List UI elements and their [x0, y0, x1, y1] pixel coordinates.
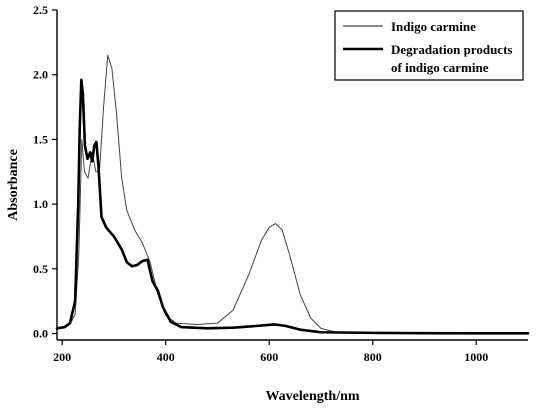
y-tick-label: 1.5 [33, 132, 48, 146]
legend: Indigo carmine Degradation products of i… [334, 10, 524, 81]
x-tick-label: 800 [364, 350, 382, 364]
y-tick-label: 2.5 [33, 3, 48, 17]
y-tick-label: 2.0 [33, 68, 48, 82]
y-tick-label: 0.5 [33, 262, 48, 276]
x-tick-label: 1000 [464, 350, 488, 364]
x-axis-title: Wavelength/nm [265, 389, 359, 404]
series-layer [55, 54, 530, 335]
x-tick-label: 200 [53, 350, 71, 364]
y-tick-label: 0.0 [33, 327, 48, 341]
legend-box [334, 10, 524, 81]
series-line-degradation-products [55, 78, 530, 335]
legend-label-degradation-line2: of indigo carmine [391, 60, 489, 75]
legend-label-degradation-line1: Degradation products [391, 42, 512, 57]
series-line-indigo-carmine [56, 54, 529, 334]
x-tick-label: 600 [260, 350, 278, 364]
y-tick-label: 1.0 [33, 197, 48, 211]
tick-layer: 200 400 600 800 1000 0.0 0.5 1.0 1.5 2.0 2.5 [33, 3, 488, 364]
legend-label-indigo-carmine: Indigo carmine [391, 19, 476, 34]
y-axis-title: Absorbance [6, 149, 21, 221]
x-tick-label: 400 [157, 350, 175, 364]
